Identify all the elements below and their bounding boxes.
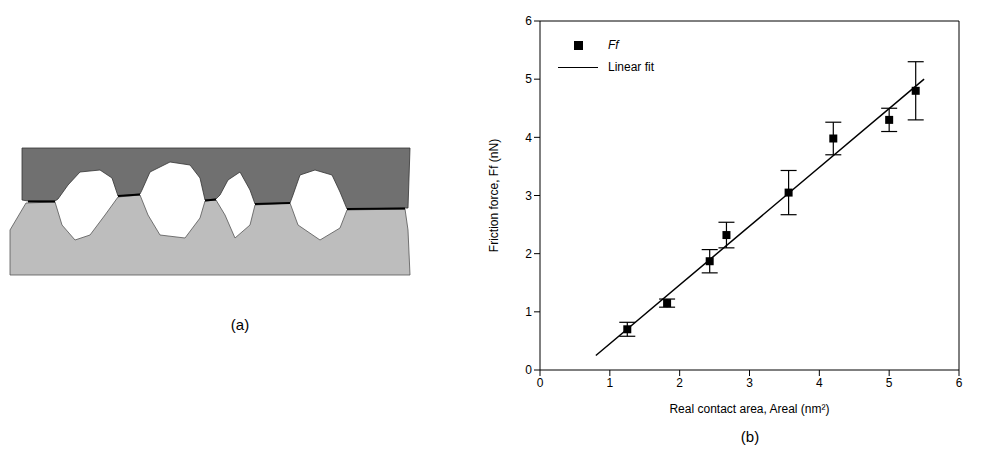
svg-text:0: 0 (525, 363, 532, 377)
svg-text:3: 3 (525, 189, 532, 203)
svg-text:5: 5 (525, 72, 532, 86)
html-text:Linear fit: Linear fit (608, 60, 654, 74)
svg-text:5: 5 (886, 376, 893, 390)
svg-text:Friction force, Ff (nN): Friction force, Ff (nN) (487, 139, 501, 252)
svg-text:2: 2 (676, 376, 683, 390)
svg-text:(a): (a) (231, 316, 249, 333)
svg-text:6: 6 (525, 14, 532, 28)
svg-text:3: 3 (746, 376, 753, 390)
svg-text:4: 4 (525, 131, 532, 145)
svg-text:1: 1 (606, 376, 613, 390)
svg-text:1: 1 (525, 305, 532, 319)
svg-text:Real contact area, Areal (nm²): Real contact area, Areal (nm²) (669, 402, 829, 416)
html-text:(b): (b) (740, 428, 760, 445)
svg-text:4: 4 (816, 376, 823, 390)
svg-text:0: 0 (537, 376, 544, 390)
svg-text:2: 2 (525, 247, 532, 261)
html-text:Ff: Ff (608, 38, 619, 52)
svg-text:6: 6 (956, 376, 963, 390)
